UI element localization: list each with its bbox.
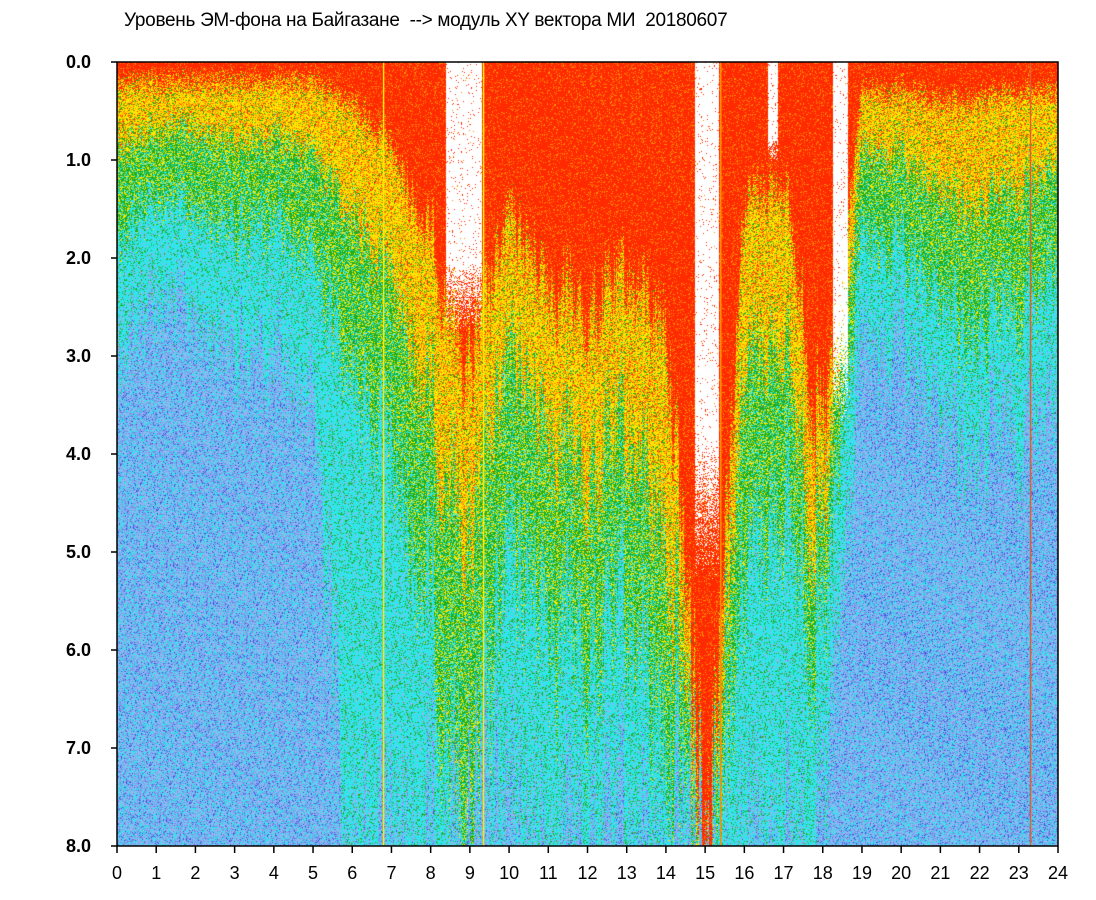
x-tick-label: 13 bbox=[617, 863, 637, 883]
x-tick-label: 20 bbox=[891, 863, 911, 883]
x-tick-label: 1 bbox=[151, 863, 161, 883]
x-tick-label: 11 bbox=[539, 863, 558, 883]
x-tick-label: 2 bbox=[190, 863, 200, 883]
y-tick-label: 1.0 bbox=[66, 150, 91, 170]
x-tick-label: 8 bbox=[426, 863, 436, 883]
x-tick-label: 6 bbox=[347, 863, 357, 883]
y-axis: 0.0 1.0 2.0 3.0 4.0 5.0 6.0 7.0 8.0 bbox=[66, 52, 117, 856]
x-tick-label: 4 bbox=[269, 863, 279, 883]
y-tick-label: 0.0 bbox=[66, 52, 91, 72]
x-tick-label: 12 bbox=[577, 863, 597, 883]
x-tick-label: 16 bbox=[734, 863, 754, 883]
y-tick-label: 3.0 bbox=[66, 346, 91, 366]
y-tick-label: 7.0 bbox=[66, 738, 91, 758]
chart-title: Уровень ЭМ-фона на Байгазане --> модуль … bbox=[124, 10, 728, 31]
x-tick-label: 5 bbox=[308, 863, 318, 883]
x-tick-label: 17 bbox=[774, 863, 794, 883]
x-tick-label: 10 bbox=[499, 863, 519, 883]
x-tick-label: 24 bbox=[1048, 863, 1068, 883]
x-tick-label: 22 bbox=[970, 863, 990, 883]
x-tick-label: 7 bbox=[386, 863, 396, 883]
x-tick-label: 18 bbox=[813, 863, 833, 883]
heatmap-canvas bbox=[117, 62, 1058, 846]
y-tick-label: 5.0 bbox=[66, 542, 91, 562]
x-tick-label: 21 bbox=[930, 863, 950, 883]
y-tick-label: 4.0 bbox=[66, 444, 91, 464]
vertical-lines bbox=[382, 62, 1032, 846]
x-tick-label: 14 bbox=[656, 863, 676, 883]
x-tick-label: 19 bbox=[852, 863, 872, 883]
x-tick-label: 15 bbox=[695, 863, 715, 883]
x-tick-label: 0 bbox=[112, 863, 122, 883]
heatmap-canvas-group bbox=[117, 62, 1058, 846]
y-tick-label: 2.0 bbox=[66, 248, 91, 268]
y-tick-label: 8.0 bbox=[66, 836, 91, 856]
y-tick-label: 6.0 bbox=[66, 640, 91, 660]
x-tick-label: 23 bbox=[1009, 863, 1029, 883]
x-tick-label: 9 bbox=[465, 863, 475, 883]
x-tick-label: 3 bbox=[230, 863, 240, 883]
x-axis: 0 1 2 3 4 5 6 7 8 9 10 11 12 13 14 15 16 17 18 19 20 21 22 23 24 bbox=[112, 846, 1068, 883]
